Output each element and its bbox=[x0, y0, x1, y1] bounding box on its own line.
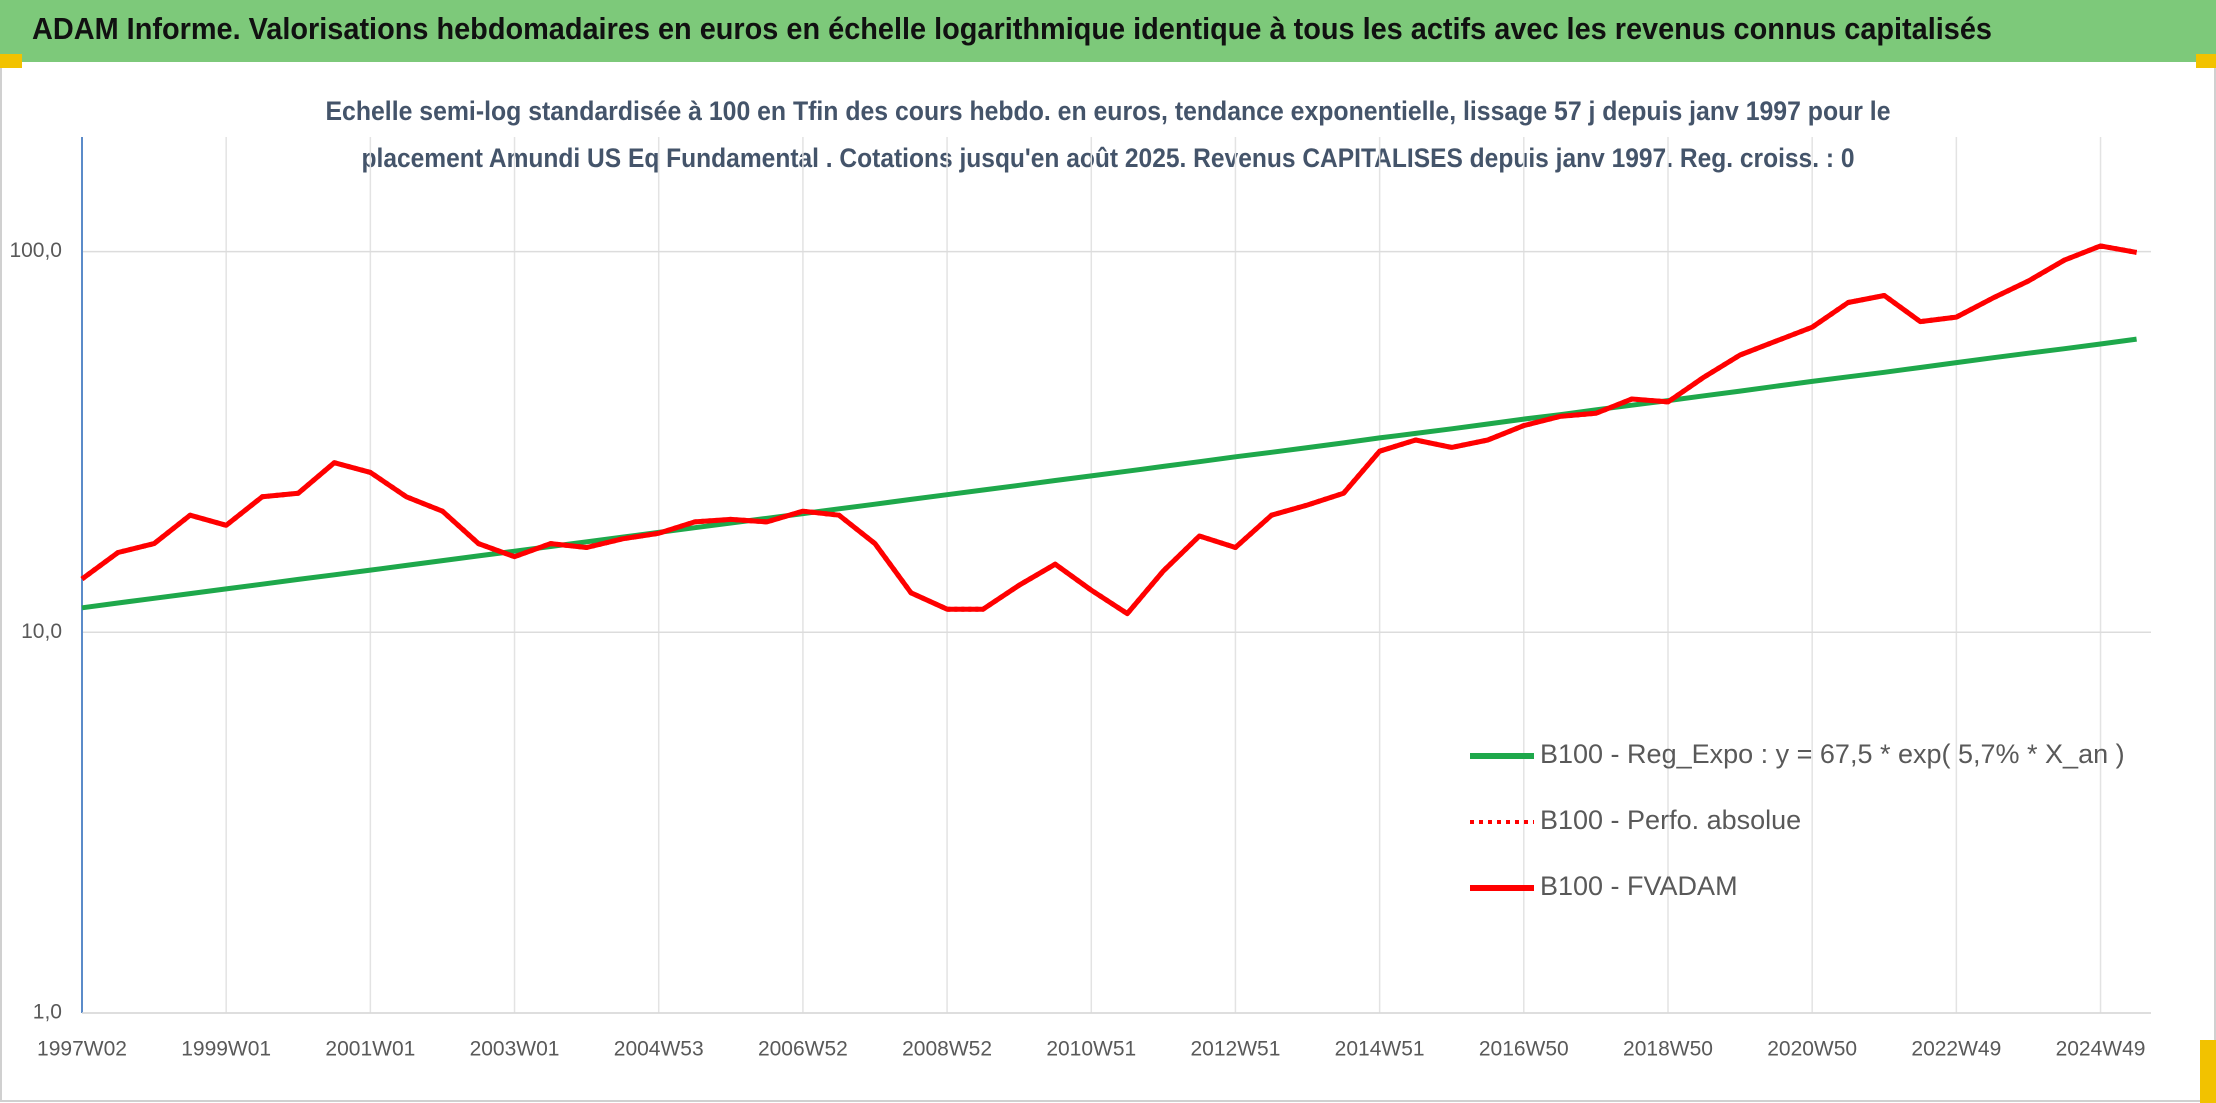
header-bar bbox=[0, 0, 2216, 62]
x-tick-label: 2022W49 bbox=[1911, 1038, 2001, 1061]
x-tick-label: 2020W50 bbox=[1767, 1038, 1857, 1061]
x-tick-label: 2010W51 bbox=[1046, 1038, 1136, 1061]
chart-frame bbox=[0, 59, 2216, 1102]
x-tick-label: 2006W52 bbox=[758, 1038, 848, 1061]
chart-title: ADAM Informe. Valorisations hebdomadaire… bbox=[32, 11, 1992, 46]
legend-label: B100 - FVADAM bbox=[1540, 871, 1738, 901]
corner bbox=[2196, 54, 2216, 68]
y-tick-label: 10,0 bbox=[21, 620, 62, 643]
series-line bbox=[80, 243, 2138, 617]
corner bbox=[0, 54, 22, 68]
x-tick-label: 2012W51 bbox=[1190, 1038, 1280, 1061]
x-tick-label: 2008W52 bbox=[902, 1038, 992, 1061]
chart-subtitle: placement Amundi US Eq Fundamental . Cot… bbox=[362, 143, 1855, 173]
x-tick-label: 2004W53 bbox=[614, 1038, 704, 1061]
y-tick-label: 100,0 bbox=[9, 239, 62, 262]
x-tick-label: 1997W02 bbox=[37, 1038, 127, 1061]
x-tick-label: 2003W01 bbox=[470, 1038, 560, 1061]
x-tick-label: 2016W50 bbox=[1479, 1038, 1569, 1061]
x-tick-label: 2001W01 bbox=[325, 1038, 415, 1061]
legend-label: B100 - Perfo. absolue bbox=[1540, 805, 1801, 835]
y-tick-label: 1,0 bbox=[33, 1001, 62, 1024]
x-tick-label: 2024W49 bbox=[2056, 1038, 2146, 1061]
x-tick-label: 2014W51 bbox=[1335, 1038, 1425, 1061]
legend-label: B100 - Reg_Expo : y = 67,5 * exp( 5,7% *… bbox=[1540, 739, 2125, 769]
x-tick-label: 2018W50 bbox=[1623, 1038, 1713, 1061]
series-line bbox=[80, 243, 2138, 617]
chart-subtitle: Echelle semi-log standardisée à 100 en T… bbox=[326, 96, 1891, 126]
corner bbox=[2200, 1040, 2216, 1103]
x-tick-label: 1999W01 bbox=[181, 1038, 271, 1061]
series-line bbox=[81, 336, 2137, 611]
